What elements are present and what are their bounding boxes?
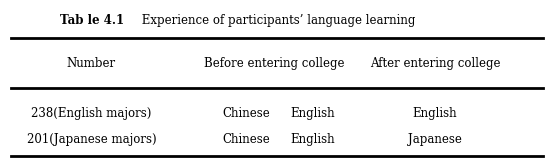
Text: English: English	[413, 107, 457, 120]
Text: Before entering college: Before entering college	[204, 57, 345, 70]
Text: English: English	[291, 107, 335, 120]
Text: After entering college: After entering college	[370, 57, 500, 70]
Text: English: English	[291, 133, 335, 146]
Text: Chinese: Chinese	[223, 107, 270, 120]
Text: Number: Number	[67, 57, 116, 70]
Text: Japanese: Japanese	[408, 133, 462, 146]
Text: 238(English majors): 238(English majors)	[31, 107, 152, 120]
Text: Chinese: Chinese	[223, 133, 270, 146]
Text: Tab le 4.1: Tab le 4.1	[60, 14, 125, 27]
Text: 201(Japanese majors): 201(Japanese majors)	[27, 133, 156, 146]
Text: Experience of participants’ language learning: Experience of participants’ language lea…	[138, 14, 415, 27]
